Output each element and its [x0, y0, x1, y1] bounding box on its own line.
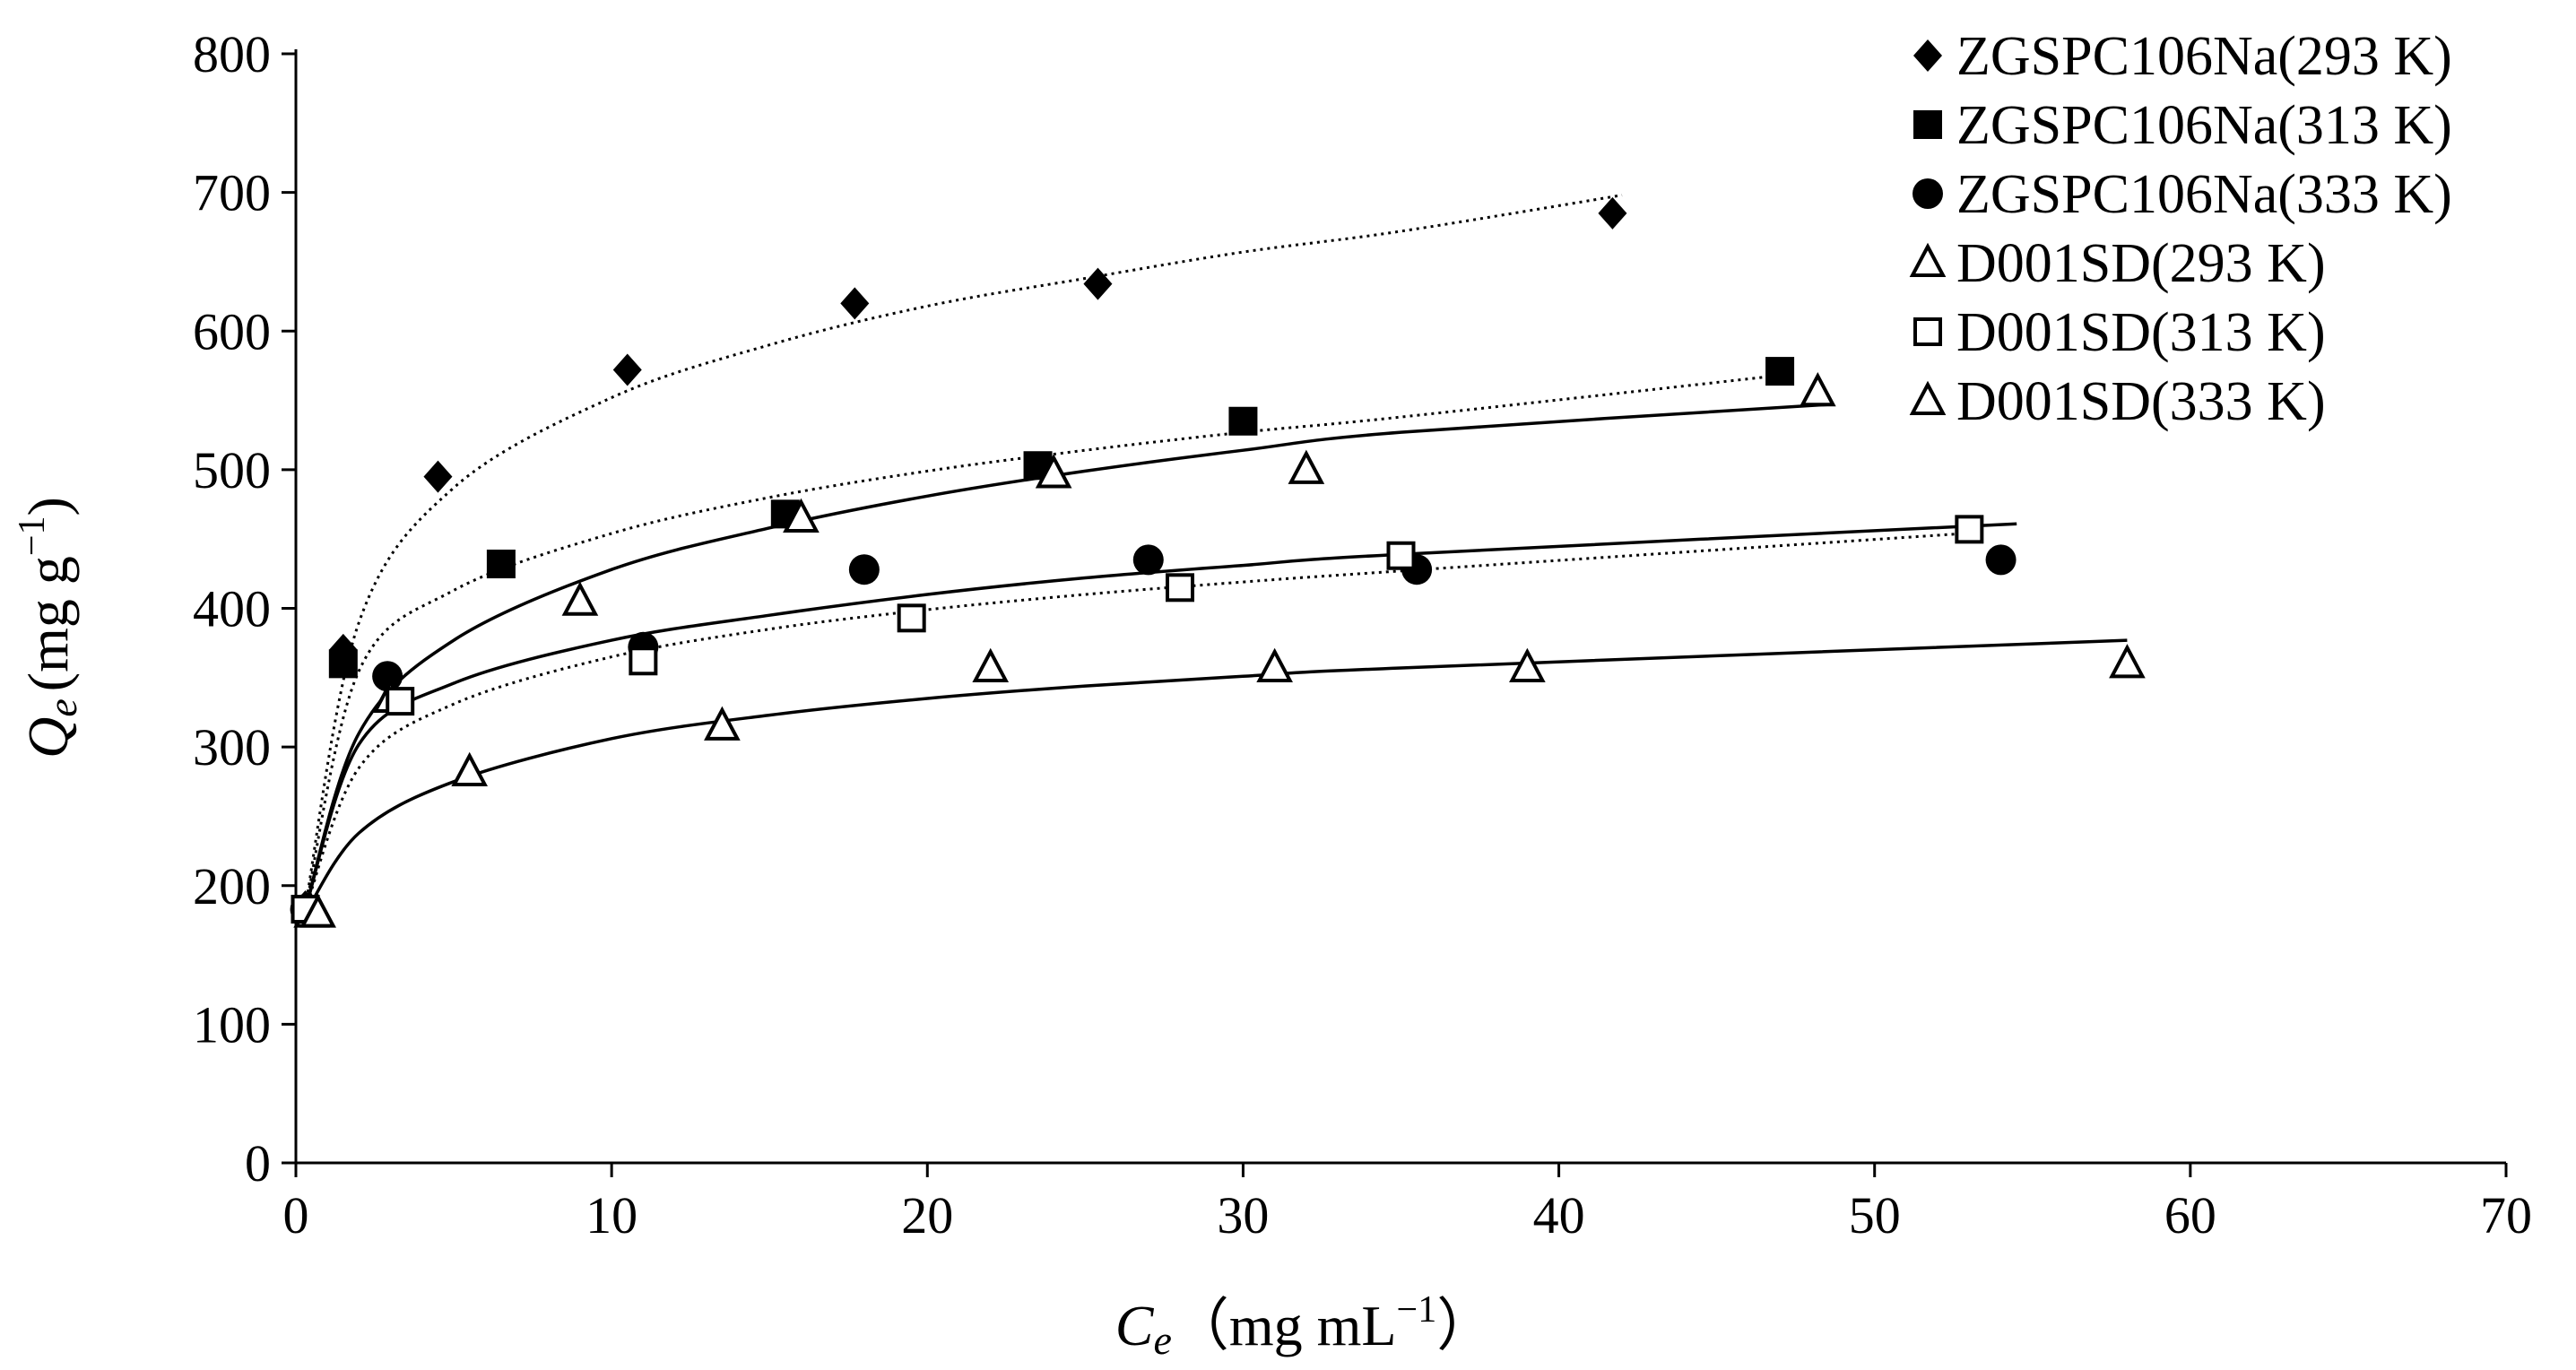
- legend-marker: [1913, 317, 1942, 346]
- data-point: [1386, 541, 1416, 570]
- y-axis-exp: −1: [12, 516, 53, 556]
- data-point: [848, 554, 880, 585]
- x-tick-label: 10: [585, 1186, 637, 1244]
- legend-label: ZGSPC106Na(293 K): [1956, 26, 2452, 87]
- y-tick-label: 100: [193, 995, 271, 1054]
- x-tick-label: 50: [1849, 1186, 1901, 1244]
- data-point: [1166, 573, 1194, 603]
- fit-curve-2: [304, 374, 1781, 910]
- data-point: [629, 646, 658, 676]
- y-tick-label: 700: [193, 164, 271, 222]
- legend-label: D001SD(333 K): [1956, 371, 2326, 432]
- y-axis-unit: (mg g: [16, 556, 80, 691]
- legend-marker: [1913, 39, 1942, 72]
- legend-label: D001SD(293 K): [1956, 233, 2326, 294]
- series-4: [293, 372, 1836, 928]
- fit-curve-4: [303, 522, 2017, 910]
- series-6: [299, 644, 2146, 928]
- legend-label: ZGSPC106Na(333 K): [1956, 164, 2452, 225]
- data-point: [972, 647, 1010, 682]
- x-axis-sub: e: [1153, 1317, 1171, 1363]
- x-axis-close: ）: [1436, 1294, 1494, 1357]
- x-tick-label: 70: [2480, 1186, 2532, 1244]
- y-tick-label: 0: [245, 1134, 271, 1192]
- axes: 0 100 200 300 400 500 600 700 800 0 10 20 30 40 50 60 70: [193, 25, 2532, 1244]
- y-axis-sub: e: [39, 698, 85, 716]
- data-point: [1228, 406, 1258, 436]
- data-point: [612, 353, 642, 386]
- y-tick-label: 500: [193, 441, 271, 499]
- legend-marker: [1912, 178, 1943, 209]
- y-tick-label: 600: [193, 302, 271, 360]
- x-axis-title: Ce（mg mL−1）: [1115, 1289, 1494, 1363]
- y-tick-label: 400: [193, 580, 271, 638]
- series-5: [291, 515, 1984, 924]
- data-point: [1765, 357, 1795, 386]
- data-point: [2109, 644, 2146, 679]
- data-point: [1132, 544, 1164, 576]
- data-point: [299, 893, 336, 928]
- legend-label: ZGSPC106Na(313 K): [1956, 95, 2452, 156]
- y-axis-title: Qe (mg g−1): [12, 497, 85, 759]
- y-tick-label: 800: [193, 25, 271, 83]
- data-point: [1083, 267, 1113, 300]
- x-axis-var: C: [1115, 1294, 1155, 1357]
- data-point: [1598, 196, 1627, 230]
- legend-marker: [1913, 110, 1942, 139]
- data-point: [1035, 454, 1072, 489]
- x-tick-label: 60: [2164, 1186, 2216, 1244]
- data-point: [328, 649, 358, 679]
- series-2: [291, 357, 1795, 924]
- data-point: [486, 550, 516, 579]
- data-point: [1288, 449, 1325, 484]
- legend-label: D001SD(313 K): [1956, 302, 2326, 363]
- fit-curve-1: [304, 194, 1623, 907]
- data-point: [1800, 372, 1836, 407]
- data-point: [1955, 515, 1984, 544]
- data-point: [561, 581, 599, 616]
- y-tick-label: 300: [193, 718, 271, 776]
- data-point: [704, 706, 741, 741]
- fit-curve-6: [304, 638, 2128, 915]
- x-axis-exp: −1: [1397, 1289, 1437, 1331]
- series-3: [290, 544, 2017, 925]
- legend-marker: [1909, 242, 1947, 277]
- fit-curves: [303, 194, 2128, 915]
- data-point: [1256, 647, 1293, 682]
- data-point: [840, 287, 870, 320]
- x-tick-label: 40: [1533, 1186, 1585, 1244]
- x-tick-label: 30: [1217, 1186, 1269, 1244]
- data-point: [783, 498, 820, 533]
- legend-marker: [1909, 380, 1947, 415]
- data-point: [423, 460, 453, 493]
- y-tick-label: 200: [193, 857, 271, 915]
- x-tick-label: 0: [283, 1186, 309, 1244]
- legend: ZGSPC106Na(293 K) ZGSPC106Na(313 K) ZGSPC1…: [1909, 26, 2452, 432]
- data-point: [451, 751, 489, 786]
- x-axis-unit: （mg mL: [1172, 1294, 1397, 1357]
- data-point: [372, 661, 403, 692]
- data-point: [1985, 544, 2017, 576]
- x-tick-label: 20: [901, 1186, 953, 1244]
- data-point: [897, 603, 926, 633]
- y-axis-var: Q: [16, 717, 80, 759]
- y-axis-close: ): [16, 497, 80, 516]
- fit-curve-3: [303, 403, 1828, 910]
- data-markers: [290, 196, 2146, 928]
- data-point: [1509, 647, 1546, 682]
- data-point: [386, 687, 415, 716]
